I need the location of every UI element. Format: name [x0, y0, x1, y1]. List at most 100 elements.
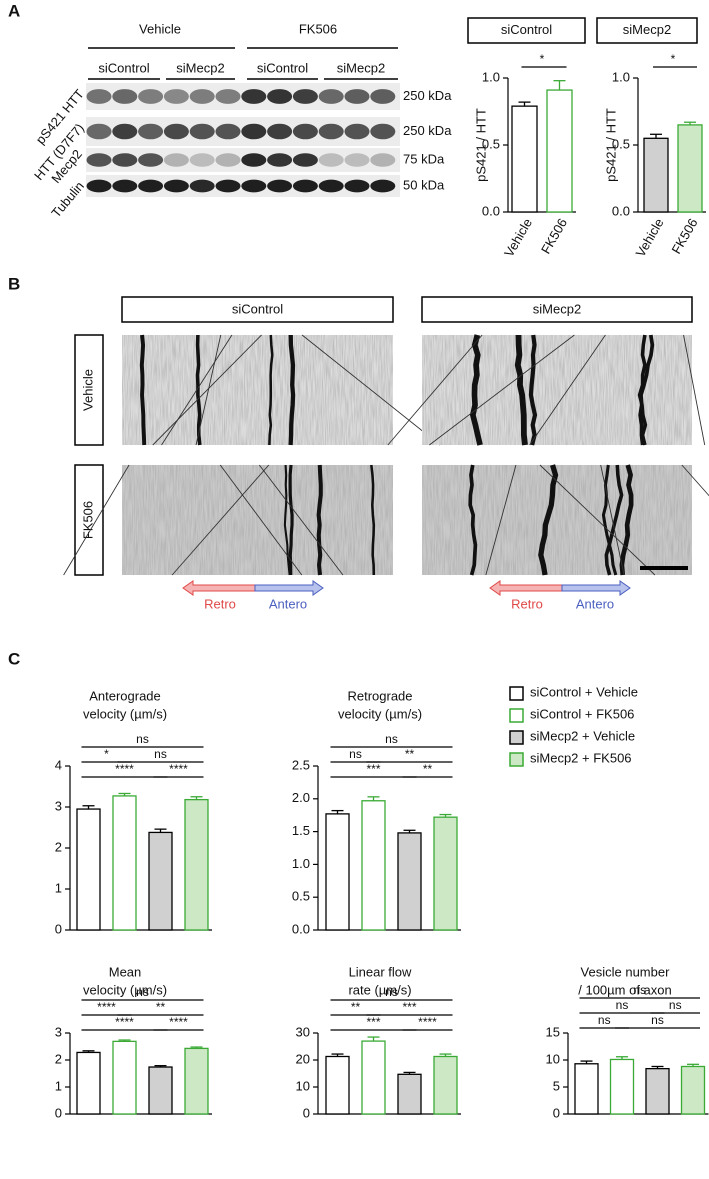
kymograph-track	[601, 464, 618, 576]
y-tick-label: 0.0	[292, 921, 310, 936]
kymograph-track	[171, 464, 270, 576]
y-tick-label: 0	[55, 921, 62, 936]
direction-label: Retro	[204, 596, 236, 611]
chart-title: velocity (µm/s)	[83, 982, 167, 997]
y-tick-label: 10	[546, 1051, 560, 1066]
blot-band	[292, 89, 318, 104]
band-size: 250 kDa	[403, 123, 452, 138]
blot-band	[344, 153, 370, 167]
kymograph-track	[268, 334, 274, 446]
bar	[643, 137, 669, 213]
blot-band	[267, 179, 293, 193]
blot-band	[138, 123, 164, 140]
blot-band	[318, 179, 344, 193]
blot-band	[318, 153, 344, 167]
significance-label: **	[156, 1000, 166, 1014]
kymograph-grain	[122, 465, 393, 575]
significance-label: **	[405, 747, 415, 761]
legend-swatch	[509, 708, 524, 723]
row-box	[74, 334, 104, 446]
y-tick-label: 3	[55, 798, 62, 813]
y-tick-label: 0.5	[482, 136, 500, 151]
blot-band	[189, 179, 215, 193]
blot-band	[138, 179, 164, 193]
legend-label: siMecp2 + FK506	[530, 750, 632, 765]
direction-label: Antero	[576, 596, 614, 611]
bar	[680, 1065, 706, 1115]
blot-band	[86, 153, 112, 167]
kymograph-track	[529, 334, 606, 446]
sirna-label: siControl	[257, 60, 308, 75]
direction-label: Retro	[511, 596, 543, 611]
blot-band	[138, 89, 164, 104]
kymograph-grain	[122, 335, 393, 445]
chart-title: Anterograde	[89, 688, 161, 703]
y-tick-label: 1.0	[482, 69, 500, 84]
blot-band	[267, 89, 293, 104]
row-label: FK506	[80, 501, 95, 539]
y-tick-label: 0.0	[482, 203, 500, 218]
band-size: 250 kDa	[403, 88, 452, 103]
blot-band	[267, 153, 293, 167]
y-tick-label: 0	[303, 1105, 310, 1120]
y-tick-label: 1.0	[292, 856, 310, 871]
blot-band	[163, 179, 189, 193]
significance-label: ns	[651, 1013, 664, 1027]
significance-label: ns	[385, 732, 398, 746]
bar	[645, 1067, 670, 1115]
legend-label: siControl + FK506	[530, 706, 634, 721]
bar	[511, 105, 538, 213]
y-tick-label: 20	[296, 1051, 310, 1066]
blot-band	[215, 179, 241, 193]
title-box	[467, 17, 586, 44]
significance-label: ns	[349, 747, 362, 761]
kymograph-track	[195, 334, 202, 446]
blot-band	[112, 123, 138, 140]
kymograph-track	[681, 464, 709, 497]
blot-band	[370, 123, 396, 140]
kymograph-track	[316, 464, 323, 576]
band-size: 75 kDa	[403, 151, 445, 166]
blot-band	[112, 179, 138, 193]
bar	[677, 124, 703, 213]
treatment-label: Vehicle	[139, 21, 181, 36]
kymograph-track	[469, 334, 483, 446]
legend-swatch	[509, 730, 524, 745]
chart-title: siControl	[501, 22, 552, 37]
bar	[325, 813, 350, 931]
significance-label: ****	[97, 1000, 116, 1014]
kymograph-track	[370, 464, 376, 576]
bar	[112, 795, 137, 931]
significance-label: **	[423, 762, 433, 776]
blot-band	[215, 89, 241, 104]
chart-title: Mean	[109, 964, 142, 979]
blot-band	[318, 123, 344, 140]
y-tick-label: 15	[546, 1024, 560, 1039]
legend-swatch	[509, 686, 524, 701]
chart-title: rate (µm/s)	[348, 982, 411, 997]
y-tick-label: 2.5	[292, 757, 310, 772]
column-label: siControl	[232, 301, 283, 316]
kymograph-track	[152, 334, 262, 446]
significance-label: ***	[402, 1000, 416, 1014]
chart-title: velocity (µm/s)	[338, 706, 422, 721]
row-label: Vehicle	[80, 369, 95, 411]
significance-label: ns	[598, 1013, 611, 1027]
significance-label: ns	[385, 985, 398, 999]
panel-label: C	[8, 649, 20, 668]
y-tick-label: 0.5	[292, 889, 310, 904]
y-tick-label: 0.0	[612, 203, 630, 218]
arrow-antero	[561, 580, 631, 596]
y-tick-label: 2.0	[292, 790, 310, 805]
kymograph-track	[161, 334, 233, 446]
significance-label: ns	[136, 985, 149, 999]
direction-label: Antero	[269, 596, 307, 611]
significance-label: ***	[366, 1015, 380, 1029]
blot-band	[344, 89, 370, 104]
y-tick-label: 4	[55, 757, 62, 772]
kymograph-track	[63, 464, 130, 576]
blot-band	[292, 179, 318, 193]
y-tick-label: 2	[55, 839, 62, 854]
kymograph-track	[538, 464, 559, 576]
blot-band	[215, 153, 241, 167]
